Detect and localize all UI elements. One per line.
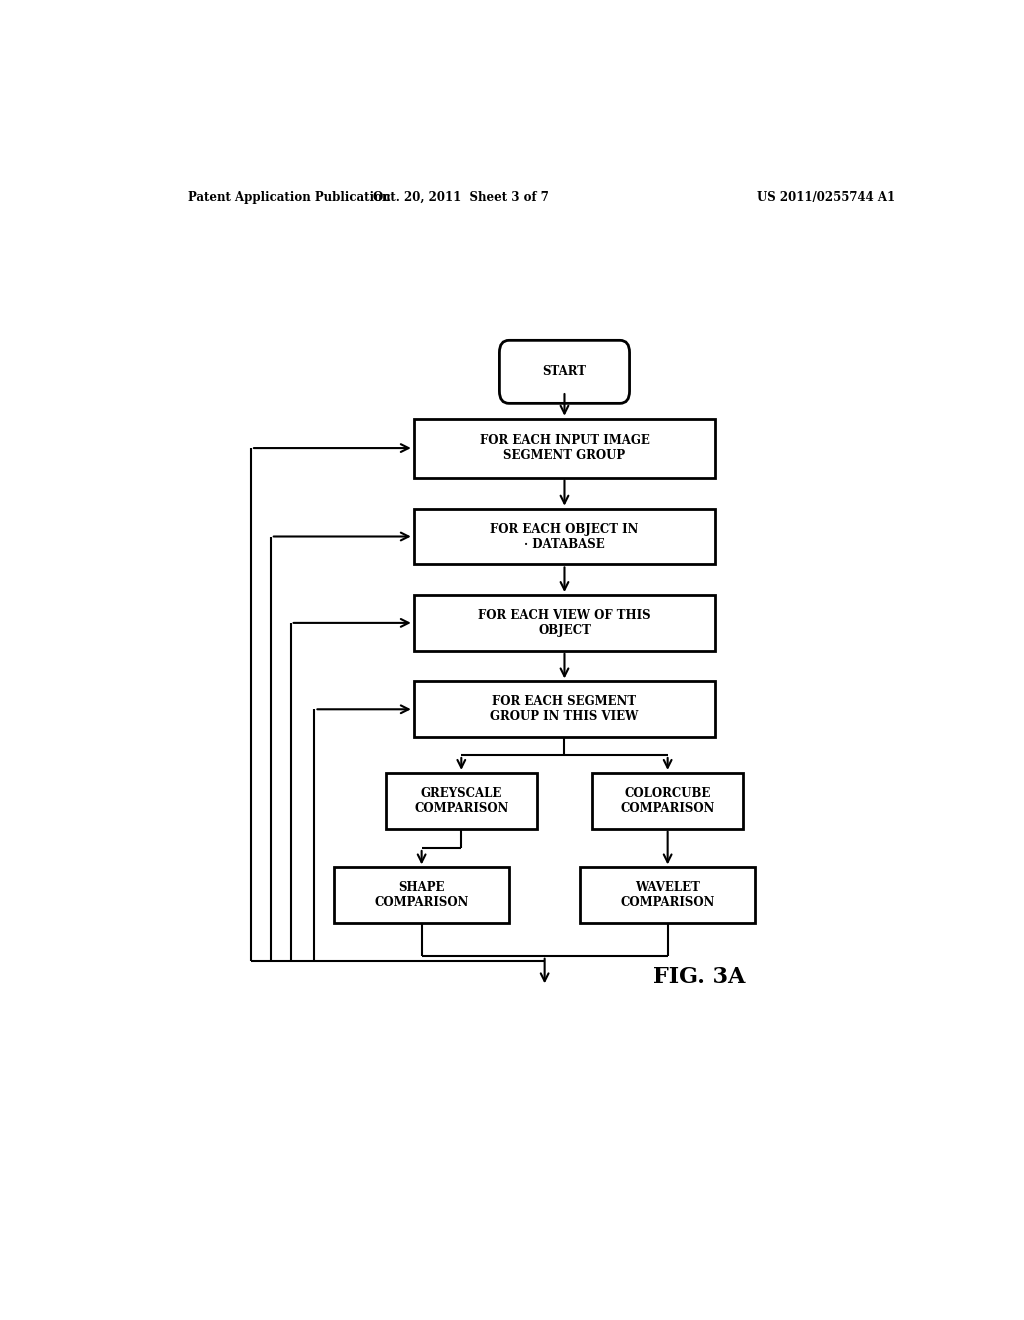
Bar — [334, 867, 509, 923]
Text: US 2011/0255744 A1: US 2011/0255744 A1 — [758, 190, 895, 203]
Text: Oct. 20, 2011  Sheet 3 of 7: Oct. 20, 2011 Sheet 3 of 7 — [374, 190, 549, 203]
Bar — [414, 508, 715, 565]
Text: GREYSCALE
COMPARISON: GREYSCALE COMPARISON — [414, 787, 509, 814]
Text: WAVELET
COMPARISON: WAVELET COMPARISON — [621, 882, 715, 909]
Text: SHAPE
COMPARISON: SHAPE COMPARISON — [375, 882, 469, 909]
Text: COLORCUBE
COMPARISON: COLORCUBE COMPARISON — [621, 787, 715, 814]
Text: Patent Application Publication: Patent Application Publication — [187, 190, 390, 203]
Bar — [592, 772, 743, 829]
Text: START: START — [543, 366, 587, 379]
FancyBboxPatch shape — [500, 341, 630, 404]
Text: FOR EACH VIEW OF THIS
OBJECT: FOR EACH VIEW OF THIS OBJECT — [478, 609, 651, 636]
Text: FOR EACH OBJECT IN
· DATABASE: FOR EACH OBJECT IN · DATABASE — [490, 523, 639, 550]
Text: FOR EACH INPUT IMAGE
SEGMENT GROUP: FOR EACH INPUT IMAGE SEGMENT GROUP — [479, 434, 649, 462]
Bar — [581, 867, 755, 923]
Bar — [414, 595, 715, 651]
Text: FIG. 3A: FIG. 3A — [653, 966, 745, 987]
Bar — [414, 418, 715, 478]
Bar — [386, 772, 537, 829]
Bar — [414, 681, 715, 738]
Text: FOR EACH SEGMENT
GROUP IN THIS VIEW: FOR EACH SEGMENT GROUP IN THIS VIEW — [490, 696, 639, 723]
